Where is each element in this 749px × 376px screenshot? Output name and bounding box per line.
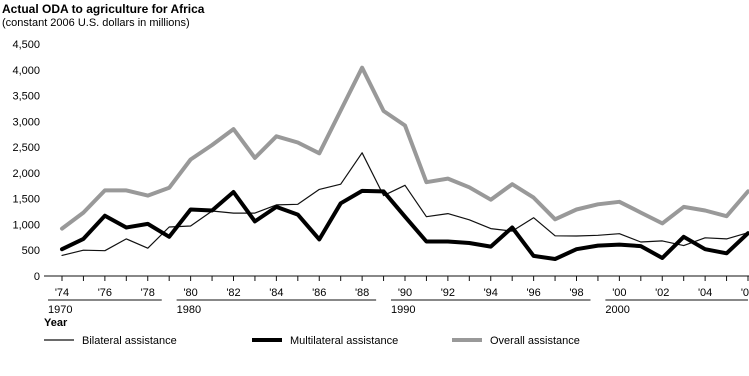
x-tick-label: '86 <box>312 287 326 299</box>
chart-title: Actual ODA to agriculture for Africa <box>2 2 205 16</box>
x-tick-label: '00 <box>612 287 626 299</box>
x-tick-label: '84 <box>269 287 283 299</box>
y-tick-label: 3,000 <box>12 116 40 128</box>
y-tick-label: 1,500 <box>12 194 40 206</box>
x-tick-label: '02 <box>655 287 669 299</box>
decade-label: 1980 <box>177 304 201 316</box>
legend-label: Bilateral assistance <box>82 335 177 347</box>
x-axis: '74 '76 '78 '80 '82 '84 '86 '88 '90 '92 '94 '96 '98 '… <box>44 275 749 299</box>
x-tick-label: '90 <box>398 287 412 299</box>
x-tick-label: '96 <box>526 287 540 299</box>
y-tick-label: 500 <box>22 245 40 257</box>
y-tick-label: 3,500 <box>12 91 40 103</box>
x-tick-label: '98 <box>569 287 583 299</box>
series-line-overall-assistance <box>60 65 749 231</box>
chart-subtitle: (constant 2006 U.S. dollars in millions) <box>2 17 190 29</box>
y-tick-label: 0 <box>34 271 40 283</box>
series-line-bilateral-assistance <box>61 152 749 256</box>
decade-label: 1970 <box>48 304 72 316</box>
x-tick-label: '88 <box>355 287 369 299</box>
series-layer <box>60 65 749 261</box>
series-line-multilateral-assistance <box>60 188 749 261</box>
decade-axis: 1970 1980 1990 2000 <box>48 299 748 316</box>
x-axis-title: Year <box>44 317 68 329</box>
x-tick-label: '74 <box>55 287 69 299</box>
x-tick-label: '94 <box>484 287 498 299</box>
y-tick-label: 2,000 <box>12 168 40 180</box>
x-tick-label: '04 <box>698 287 712 299</box>
y-tick-label: 2,500 <box>12 142 40 154</box>
y-tick-label: 1,000 <box>12 219 40 231</box>
x-tick-label: '82 <box>226 287 240 299</box>
legend: Bilateral assistance Multilateral assista… <box>44 335 580 347</box>
y-axis: 4,500 4,000 3,500 3,000 2,500 2,000 1,500 1,000… <box>12 39 40 283</box>
x-tick-label: '78 <box>141 287 155 299</box>
x-tick-label: '06 <box>741 287 749 299</box>
x-tick-label: '80 <box>183 287 197 299</box>
legend-label: Multilateral assistance <box>290 335 398 347</box>
y-tick-label: 4,500 <box>12 39 40 51</box>
legend-label: Overall assistance <box>490 335 580 347</box>
y-tick-label: 4,000 <box>12 65 40 77</box>
x-tick-label: '92 <box>441 287 455 299</box>
x-tick-label: '76 <box>98 287 112 299</box>
decade-label: 2000 <box>605 304 629 316</box>
decade-label: 1990 <box>391 304 415 316</box>
